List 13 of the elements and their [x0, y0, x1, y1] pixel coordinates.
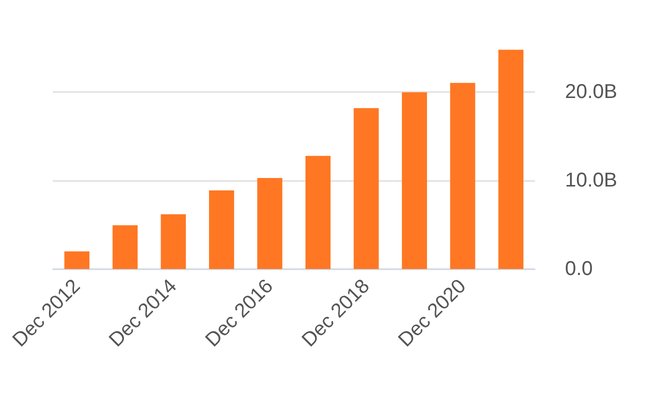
bar	[450, 82, 476, 269]
bar	[402, 92, 427, 269]
y-tick-label: 10.0B	[565, 170, 618, 192]
y-tick-label: 20.0B	[565, 81, 618, 104]
bar	[160, 214, 186, 269]
bar	[209, 190, 234, 269]
bar	[354, 108, 379, 269]
bar	[498, 50, 524, 269]
bar	[112, 225, 138, 269]
y-tick-label: 0.0	[565, 258, 593, 280]
bar	[64, 251, 90, 269]
bar	[257, 178, 282, 269]
bar	[305, 156, 331, 269]
